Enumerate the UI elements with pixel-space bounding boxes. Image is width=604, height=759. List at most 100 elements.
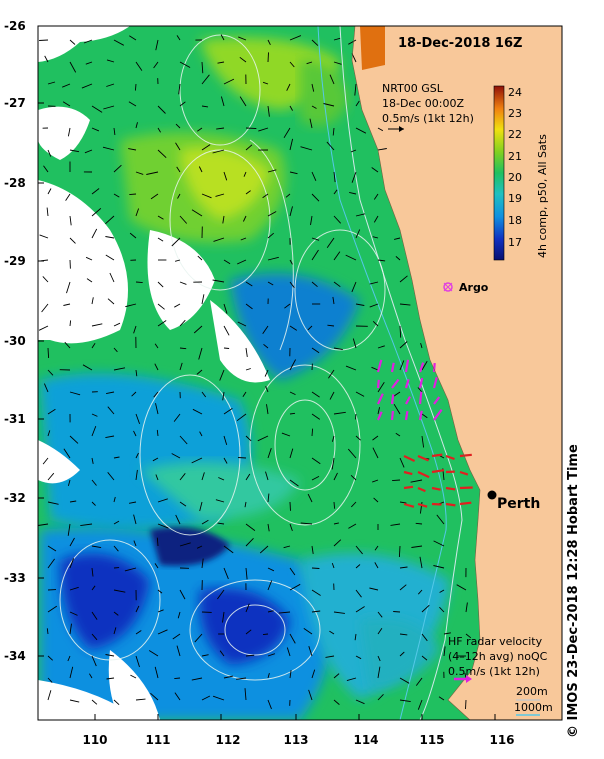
current-vector — [201, 294, 205, 305]
current-vector — [267, 448, 272, 459]
current-vector — [265, 471, 269, 481]
current-vector — [223, 259, 231, 265]
lat-axis: -26 -27 -28 -29 -30 -31 -32 -33 -34 — [4, 19, 26, 663]
current-vector — [377, 259, 386, 262]
current-vector — [372, 479, 379, 483]
current-vector — [103, 105, 115, 110]
current-vector — [286, 83, 291, 91]
current-vector — [179, 589, 186, 600]
current-vector — [410, 479, 423, 483]
current-vector — [82, 364, 93, 371]
current-vector — [47, 605, 58, 613]
current-vector — [201, 193, 212, 199]
current-vector — [176, 645, 181, 657]
lon-axis: 110 111 112 113 114 115 116 — [82, 733, 514, 747]
current-vector — [399, 699, 411, 703]
current-vector — [201, 558, 204, 569]
current-vector — [174, 677, 181, 680]
current-vector — [113, 456, 120, 459]
current-vector — [113, 164, 122, 173]
hf-radar-legend-line3: 0.5m/s (1kt 12h) — [448, 665, 540, 678]
current-vector — [262, 193, 269, 199]
current-vector — [135, 413, 141, 425]
current-vector — [150, 193, 159, 200]
current-legend-line1: NRT00 GSL — [382, 82, 444, 95]
current-vector — [201, 105, 209, 108]
current-vector — [215, 193, 225, 197]
current-vector — [289, 412, 296, 415]
current-vector — [135, 469, 138, 481]
current-vector — [107, 406, 115, 415]
hf-radar-vector — [431, 453, 443, 458]
current-vector — [157, 215, 164, 220]
current-vector — [289, 325, 298, 331]
hf-radar-vector — [376, 411, 383, 421]
current-vector — [113, 127, 116, 136]
hf-radar-vector — [432, 363, 436, 373]
current-vector — [399, 501, 407, 504]
current-vector — [91, 479, 97, 486]
hf-radar-vector — [390, 362, 395, 373]
hf-radar-vector — [403, 502, 415, 508]
lat-tick: -29 — [4, 254, 26, 268]
hf-radar-vector — [376, 379, 380, 389]
hf-radar-legend-line1: HF radar velocity — [448, 635, 543, 648]
hf-radar-vector — [390, 410, 394, 421]
current-vector — [239, 96, 247, 107]
current-vector — [196, 545, 203, 549]
current-vector — [311, 669, 316, 679]
current-vector — [415, 522, 423, 525]
current-vector — [46, 628, 49, 635]
current-vector — [332, 296, 335, 305]
current-vector — [262, 633, 269, 636]
colorbar-tick: 18 — [508, 214, 522, 227]
current-vector — [176, 166, 181, 173]
current-vector — [350, 149, 357, 153]
current-vector — [91, 567, 94, 577]
hf-radar-vector — [417, 486, 426, 493]
current-vector — [135, 171, 144, 175]
current-vector — [311, 413, 321, 420]
current-vector — [421, 633, 428, 642]
current-vector — [46, 207, 49, 217]
isobath-legend: 200m 1000m — [514, 685, 553, 716]
current-vector — [196, 369, 203, 375]
current-vector — [377, 407, 381, 415]
current-vector — [350, 501, 357, 508]
current-vector — [245, 190, 251, 195]
current-vector — [372, 435, 379, 441]
current-legend-line2: 18-Dec 00:00Z — [382, 97, 464, 110]
current-vector — [278, 611, 291, 614]
current-vector — [91, 297, 94, 305]
current-vector — [374, 562, 379, 569]
current-vector — [179, 101, 186, 107]
current-vector — [157, 105, 166, 114]
current-vector — [179, 319, 186, 327]
current-vector — [223, 171, 228, 181]
current-vector — [69, 39, 76, 45]
current-vector — [219, 650, 225, 657]
current-vector — [47, 558, 55, 569]
current-vector — [267, 567, 275, 572]
current-vector — [63, 448, 71, 459]
current-vector — [333, 61, 342, 65]
current-vector — [267, 653, 276, 657]
current-vector — [192, 408, 203, 415]
current-vector — [47, 81, 56, 85]
current-vector — [217, 61, 225, 64]
current-vector — [350, 474, 357, 481]
current-vector — [289, 670, 292, 679]
current-vector — [63, 303, 71, 306]
current-vector — [415, 677, 423, 686]
current-vector — [331, 562, 335, 569]
current-vector — [89, 673, 93, 679]
current-vector — [201, 472, 205, 481]
current-vector — [113, 611, 119, 616]
current-vector — [157, 523, 169, 529]
current-vector — [62, 83, 71, 88]
current-vector — [245, 144, 253, 151]
current-vector — [245, 127, 257, 129]
current-vector — [311, 347, 320, 354]
current-vector — [107, 298, 115, 305]
current-vector — [135, 369, 138, 377]
